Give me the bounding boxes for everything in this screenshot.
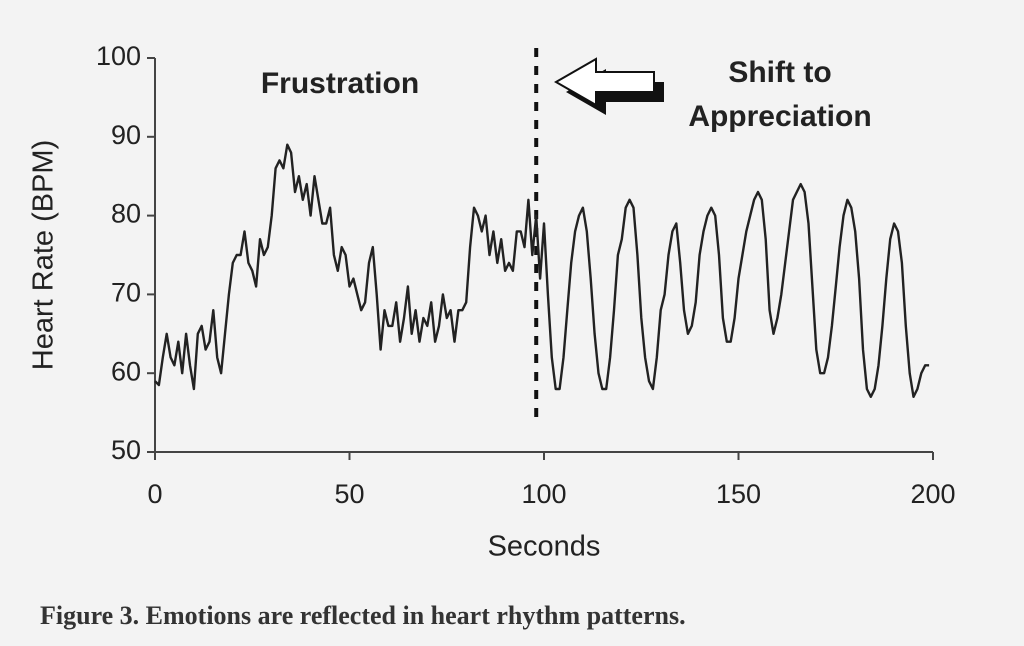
y-tick-label: 90 <box>111 120 141 150</box>
x-tick-label: 150 <box>716 479 761 509</box>
y-tick-label: 60 <box>111 356 141 386</box>
x-tick-label: 0 <box>147 479 162 509</box>
caption: Figure 3. Emotions are reflected in hear… <box>40 601 686 630</box>
arrow <box>553 57 664 115</box>
y-tick-label: 80 <box>111 199 141 229</box>
y-tick-label: 70 <box>111 278 141 308</box>
annotation: Appreciation <box>688 100 871 133</box>
x-tick-label: 200 <box>910 479 955 509</box>
x-tick-label: 50 <box>334 479 364 509</box>
annotation: Frustration <box>261 67 419 100</box>
annotation: Shift to <box>728 56 831 89</box>
x-tick-label: 100 <box>521 479 566 509</box>
y-tick-label: 100 <box>96 41 141 71</box>
data-line <box>154 143 930 398</box>
y-axis-label: Heart Rate (BPM) <box>28 140 60 370</box>
x-axis-label: Seconds <box>488 531 601 563</box>
y-tick-label: 50 <box>111 435 141 465</box>
